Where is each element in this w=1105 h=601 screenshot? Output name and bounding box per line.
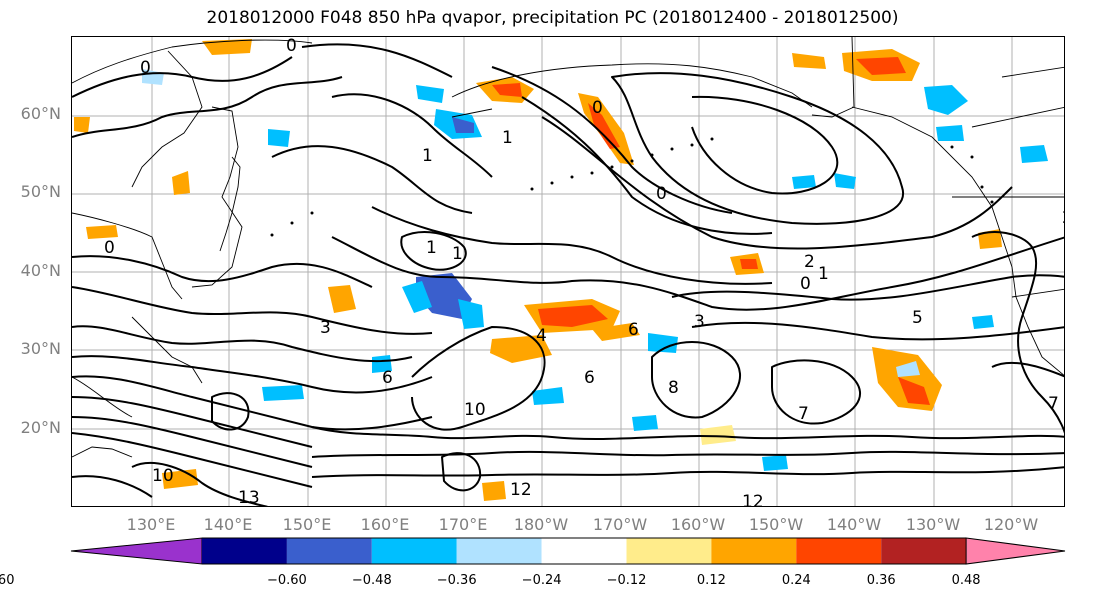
contour-label: 7 — [798, 404, 809, 424]
lat-label-30n: 30°N — [20, 339, 61, 358]
colorbar-segment — [711, 538, 797, 564]
lon-label: 150°E — [282, 515, 332, 534]
colorbar-tick-label: 0.36 — [866, 573, 896, 588]
map-canvas: 0 0 0 1 1 0 0 2 1 0 2 1 1 3 4 6 3 5 6 10… — [72, 37, 1065, 507]
contour-label: 8 — [668, 378, 679, 398]
contour-label: 5 — [912, 308, 923, 328]
contour-label: 1 — [502, 128, 513, 148]
lon-label: 160°W — [670, 515, 726, 534]
contour-label: 7 — [1048, 394, 1059, 414]
colorbar-arrow-low — [70, 537, 203, 565]
colorbar-arrow-high — [965, 537, 1066, 565]
contour-label: 1 — [426, 238, 437, 258]
contour-label: 0 — [656, 184, 667, 204]
colorbar-segment — [541, 538, 627, 564]
contour-label: 0 — [140, 58, 151, 78]
precip-negative-patches — [142, 69, 1048, 471]
colorbar-segment — [371, 538, 457, 564]
contour-label: 6 — [382, 368, 393, 388]
contour-label: 12 — [742, 492, 764, 507]
contour-label: 0 — [800, 274, 811, 294]
colorbar-segment — [881, 538, 967, 564]
colorbar-tick-label: 0.24 — [781, 573, 811, 588]
contour-label: 1 — [422, 146, 433, 166]
contour-label: 6 — [584, 368, 595, 388]
lon-label: 160°E — [360, 515, 410, 534]
colorbar-tick-label: −0.48 — [351, 573, 392, 588]
colorbar-tick-label: −0.24 — [521, 573, 562, 588]
map-panel: 0 0 0 1 1 0 0 2 1 0 2 1 1 3 4 6 3 5 6 10… — [71, 36, 1065, 507]
contour-label: 10 — [152, 466, 174, 486]
colorbar-outline — [202, 537, 967, 565]
lon-label: 140°E — [203, 515, 253, 534]
contour-label: 12 — [510, 480, 532, 500]
contour-label: 2 — [804, 252, 815, 272]
contour-label: 3 — [320, 318, 331, 338]
lon-label: 130°E — [126, 515, 176, 534]
contour-label: 0 — [286, 37, 297, 56]
lat-label-20n: 20°N — [20, 418, 61, 437]
colorbar-segment — [626, 538, 712, 564]
lon-label: 140°W — [826, 515, 882, 534]
colorbar-tick-label: 0.12 — [696, 573, 726, 588]
contour-label: 2 — [1062, 208, 1065, 228]
colorbar-segment — [286, 538, 372, 564]
contour-label: 1 — [452, 244, 463, 264]
qvapor-contours — [72, 43, 1064, 506]
lat-label-40n: 40°N — [20, 261, 61, 280]
colorbar-segments — [70, 537, 1066, 565]
contour-label: 10 — [464, 400, 486, 420]
lon-label: 170°E — [438, 515, 488, 534]
lon-label: 180°W — [513, 515, 569, 534]
lat-label-50n: 50°N — [20, 182, 61, 201]
colorbar-tick-label: 0.48 — [951, 573, 981, 588]
lat-label-60n: 60°N — [20, 104, 61, 123]
colorbar-tick-label: −0.60 — [266, 573, 307, 588]
colorbar-segment — [456, 538, 542, 564]
graticule — [72, 37, 1064, 506]
colorbar-segment — [202, 538, 287, 564]
colorbar-tick-label: 0.60 — [0, 573, 15, 588]
contour-label: 0 — [104, 238, 115, 258]
lon-label: 170°W — [592, 515, 648, 534]
contour-label: 4 — [536, 326, 547, 346]
colorbar — [70, 537, 1066, 565]
contour-label: 0 — [592, 98, 603, 118]
precip-positive-patches — [74, 39, 1002, 501]
colorbar-segment — [796, 538, 882, 564]
contour-label: 3 — [694, 312, 705, 332]
contour-labels: 0 0 0 1 1 0 0 2 1 0 2 1 1 3 4 6 3 5 6 10… — [104, 37, 1065, 507]
lon-label: 130°W — [905, 515, 961, 534]
colorbar-tick-label: −0.12 — [606, 573, 647, 588]
aleutian-islands — [270, 137, 994, 237]
contour-label: 1 — [818, 264, 829, 284]
contour-label: 6 — [628, 320, 639, 340]
colorbar-tick-label: −0.36 — [436, 573, 477, 588]
map-title: 2018012000 F048 850 hPa qvapor, precipit… — [206, 8, 899, 28]
contour-label: 13 — [238, 488, 260, 507]
lon-label: 150°W — [748, 515, 804, 534]
lon-label: 120°W — [983, 515, 1039, 534]
